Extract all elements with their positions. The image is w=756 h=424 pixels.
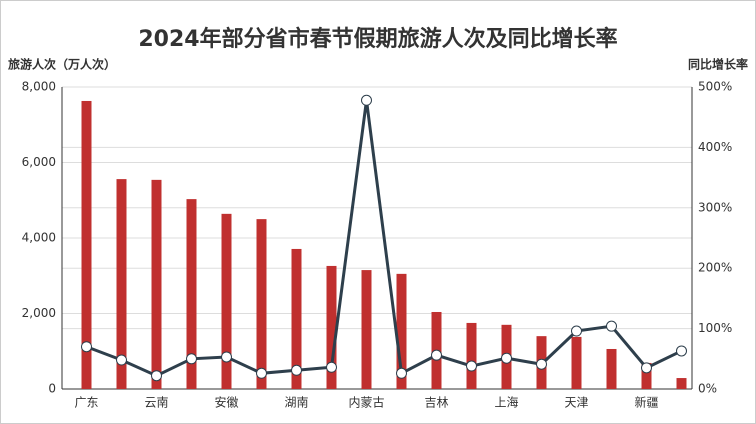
bar xyxy=(676,378,687,389)
bar xyxy=(396,273,407,389)
line-point xyxy=(186,353,197,365)
y2-tick-label: 200% xyxy=(698,261,732,275)
line-point xyxy=(606,320,617,332)
x-tick-label: 吉林 xyxy=(424,396,448,410)
x-tick-label: 安徽 xyxy=(214,395,238,410)
line-point xyxy=(81,341,92,353)
line-point xyxy=(116,354,127,366)
y2-tick-label: 300% xyxy=(698,200,732,214)
line xyxy=(85,100,683,378)
y-tick-label: 2,000 xyxy=(22,306,56,320)
y-tick-label: 4,000 xyxy=(22,231,56,245)
bar xyxy=(291,248,302,389)
y-tick-label: 8,000 xyxy=(22,80,56,94)
bar xyxy=(221,213,232,389)
line-point xyxy=(466,360,477,372)
bar xyxy=(326,265,337,389)
line-point xyxy=(536,358,547,370)
line-point xyxy=(221,351,232,363)
bar xyxy=(151,179,162,389)
y-tick-label: 6,000 xyxy=(22,155,56,169)
bar xyxy=(186,199,197,389)
bar xyxy=(606,348,617,389)
x-tick-label: 天津 xyxy=(564,396,588,410)
y2-axis-title: 同比增长率 xyxy=(688,57,748,72)
line-point xyxy=(326,361,337,373)
bar xyxy=(81,100,92,389)
bar xyxy=(641,362,652,389)
y2-tick-label: 100% xyxy=(698,321,732,335)
chart-title: 2024年部分省市春节假期旅游人次及同比增长率 xyxy=(138,26,617,52)
x-tick-label: 广东 xyxy=(74,396,98,410)
x-tick-label: 上海 xyxy=(494,395,518,410)
line-point xyxy=(256,367,267,379)
y2-tick-label: 400% xyxy=(698,140,732,154)
x-tick-label: 内蒙古 xyxy=(348,395,384,410)
y-axis-title: 旅游人次（万人次） xyxy=(8,57,116,72)
y2-tick-label: 500% xyxy=(698,80,732,94)
line-point xyxy=(151,370,162,382)
line-point xyxy=(396,367,407,379)
bar xyxy=(116,179,127,389)
bar xyxy=(571,336,582,389)
y-tick-label: 0 xyxy=(48,382,56,396)
line-point xyxy=(641,362,652,374)
line-point xyxy=(431,349,442,361)
x-tick-label: 云南 xyxy=(144,395,168,410)
line-point xyxy=(676,345,687,357)
line-point xyxy=(571,325,582,337)
bar xyxy=(466,322,477,389)
line-point xyxy=(361,94,372,106)
bar xyxy=(256,219,267,389)
line-point xyxy=(501,352,512,364)
line-point xyxy=(291,364,302,376)
x-tick-label: 湖南 xyxy=(284,395,308,410)
y2-tick-label: 0% xyxy=(698,382,717,396)
bar xyxy=(361,270,372,389)
x-tick-label: 新疆 xyxy=(634,395,658,410)
